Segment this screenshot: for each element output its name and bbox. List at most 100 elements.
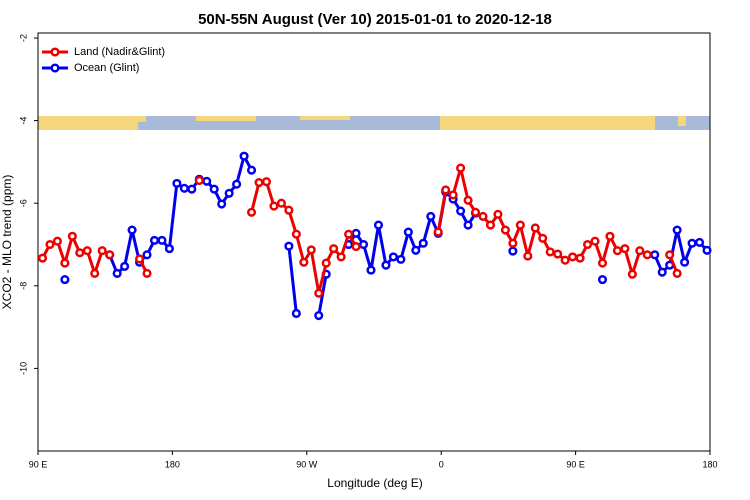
legend-label: Land (Nadir&Glint) [74,46,165,58]
data-point [582,239,593,250]
data-point [530,223,540,233]
data-point [112,268,122,278]
data-point [75,248,85,258]
data-point [635,246,645,256]
data-point [381,260,391,270]
y-axis-label: XCO2 - MLO trend (ppm) [0,175,14,310]
data-point [52,236,62,246]
data-point [620,244,630,254]
x-tick-label: 90 E [29,459,48,469]
data-point [680,257,690,267]
data-point [269,201,279,211]
y-tick-label: -4 [18,117,28,125]
data-point [590,236,600,246]
data-point [239,151,249,161]
data-point [336,252,346,262]
data-point [284,241,294,251]
data-point [508,246,518,256]
data-point [441,185,451,195]
data-point [291,308,301,319]
data-point [284,205,294,215]
legend-marker [50,63,60,73]
data-point [463,195,473,205]
land-strip [440,116,655,130]
data-point [291,229,301,239]
x-tick-label: 90 W [296,459,318,469]
data-point [90,268,100,278]
data-point [299,257,309,267]
data-point [194,175,204,186]
data-point [515,220,525,230]
x-tick-label: 90 E [566,459,585,469]
y-tick-label: -8 [18,282,28,290]
data-point [508,238,518,248]
data-point [164,244,174,254]
data-point [314,310,324,321]
data-point [500,225,510,235]
y-tick-label: -10 [18,362,28,375]
data-point [456,163,466,173]
data-point [246,165,257,175]
data-point [523,251,533,261]
series-line [41,166,679,295]
data-point [105,250,115,260]
chart-title: 50N-55N August (Ver 10) 2015-01-01 to 20… [198,11,552,28]
data-point [314,288,324,298]
data-point [478,211,488,221]
data-point [202,176,212,186]
data-point [373,220,384,230]
data-point [329,244,339,254]
data-point [224,188,234,198]
data-point [358,239,369,250]
data-point [134,254,145,264]
data-point [470,207,481,217]
data-point [142,250,152,260]
data-point [411,245,421,255]
data-point [568,252,578,262]
data-point [657,267,667,277]
data-point [60,258,70,268]
data-point [254,178,264,188]
data-point [605,231,615,241]
data-point [642,250,652,260]
data-point [597,258,608,268]
data-point [187,184,197,194]
legend-label: Ocean (Glint) [74,62,139,74]
data-point [418,238,428,248]
data-point [597,275,608,285]
data-point [396,254,406,264]
data-point [560,255,570,265]
data-point [127,225,137,235]
data-point [344,229,354,239]
data-point [672,268,682,278]
data-point [485,220,496,230]
data-point [687,238,697,248]
data-point [545,247,555,257]
data-point [433,227,443,237]
data-point [702,245,712,255]
x-tick-label: 180 [702,459,717,469]
data-point [179,183,189,193]
data-point [276,198,286,208]
data-point [426,211,436,221]
data-point [351,242,361,252]
data-point [321,258,331,268]
data-point [388,252,398,262]
x-tick-label: 180 [165,459,180,469]
data-point [627,269,637,279]
data-point [60,275,70,285]
data-point [67,231,77,241]
x-axis-label: Longitude (deg E) [327,476,422,490]
data-point [45,239,55,250]
data-point [246,207,257,217]
data-point [37,253,48,263]
data-point [575,253,585,263]
land-strip [38,116,138,130]
data-point [209,184,219,194]
data-point [306,245,316,255]
data-point [553,249,563,259]
data-point [366,265,376,275]
data-point [351,228,361,238]
data-point [149,235,160,245]
